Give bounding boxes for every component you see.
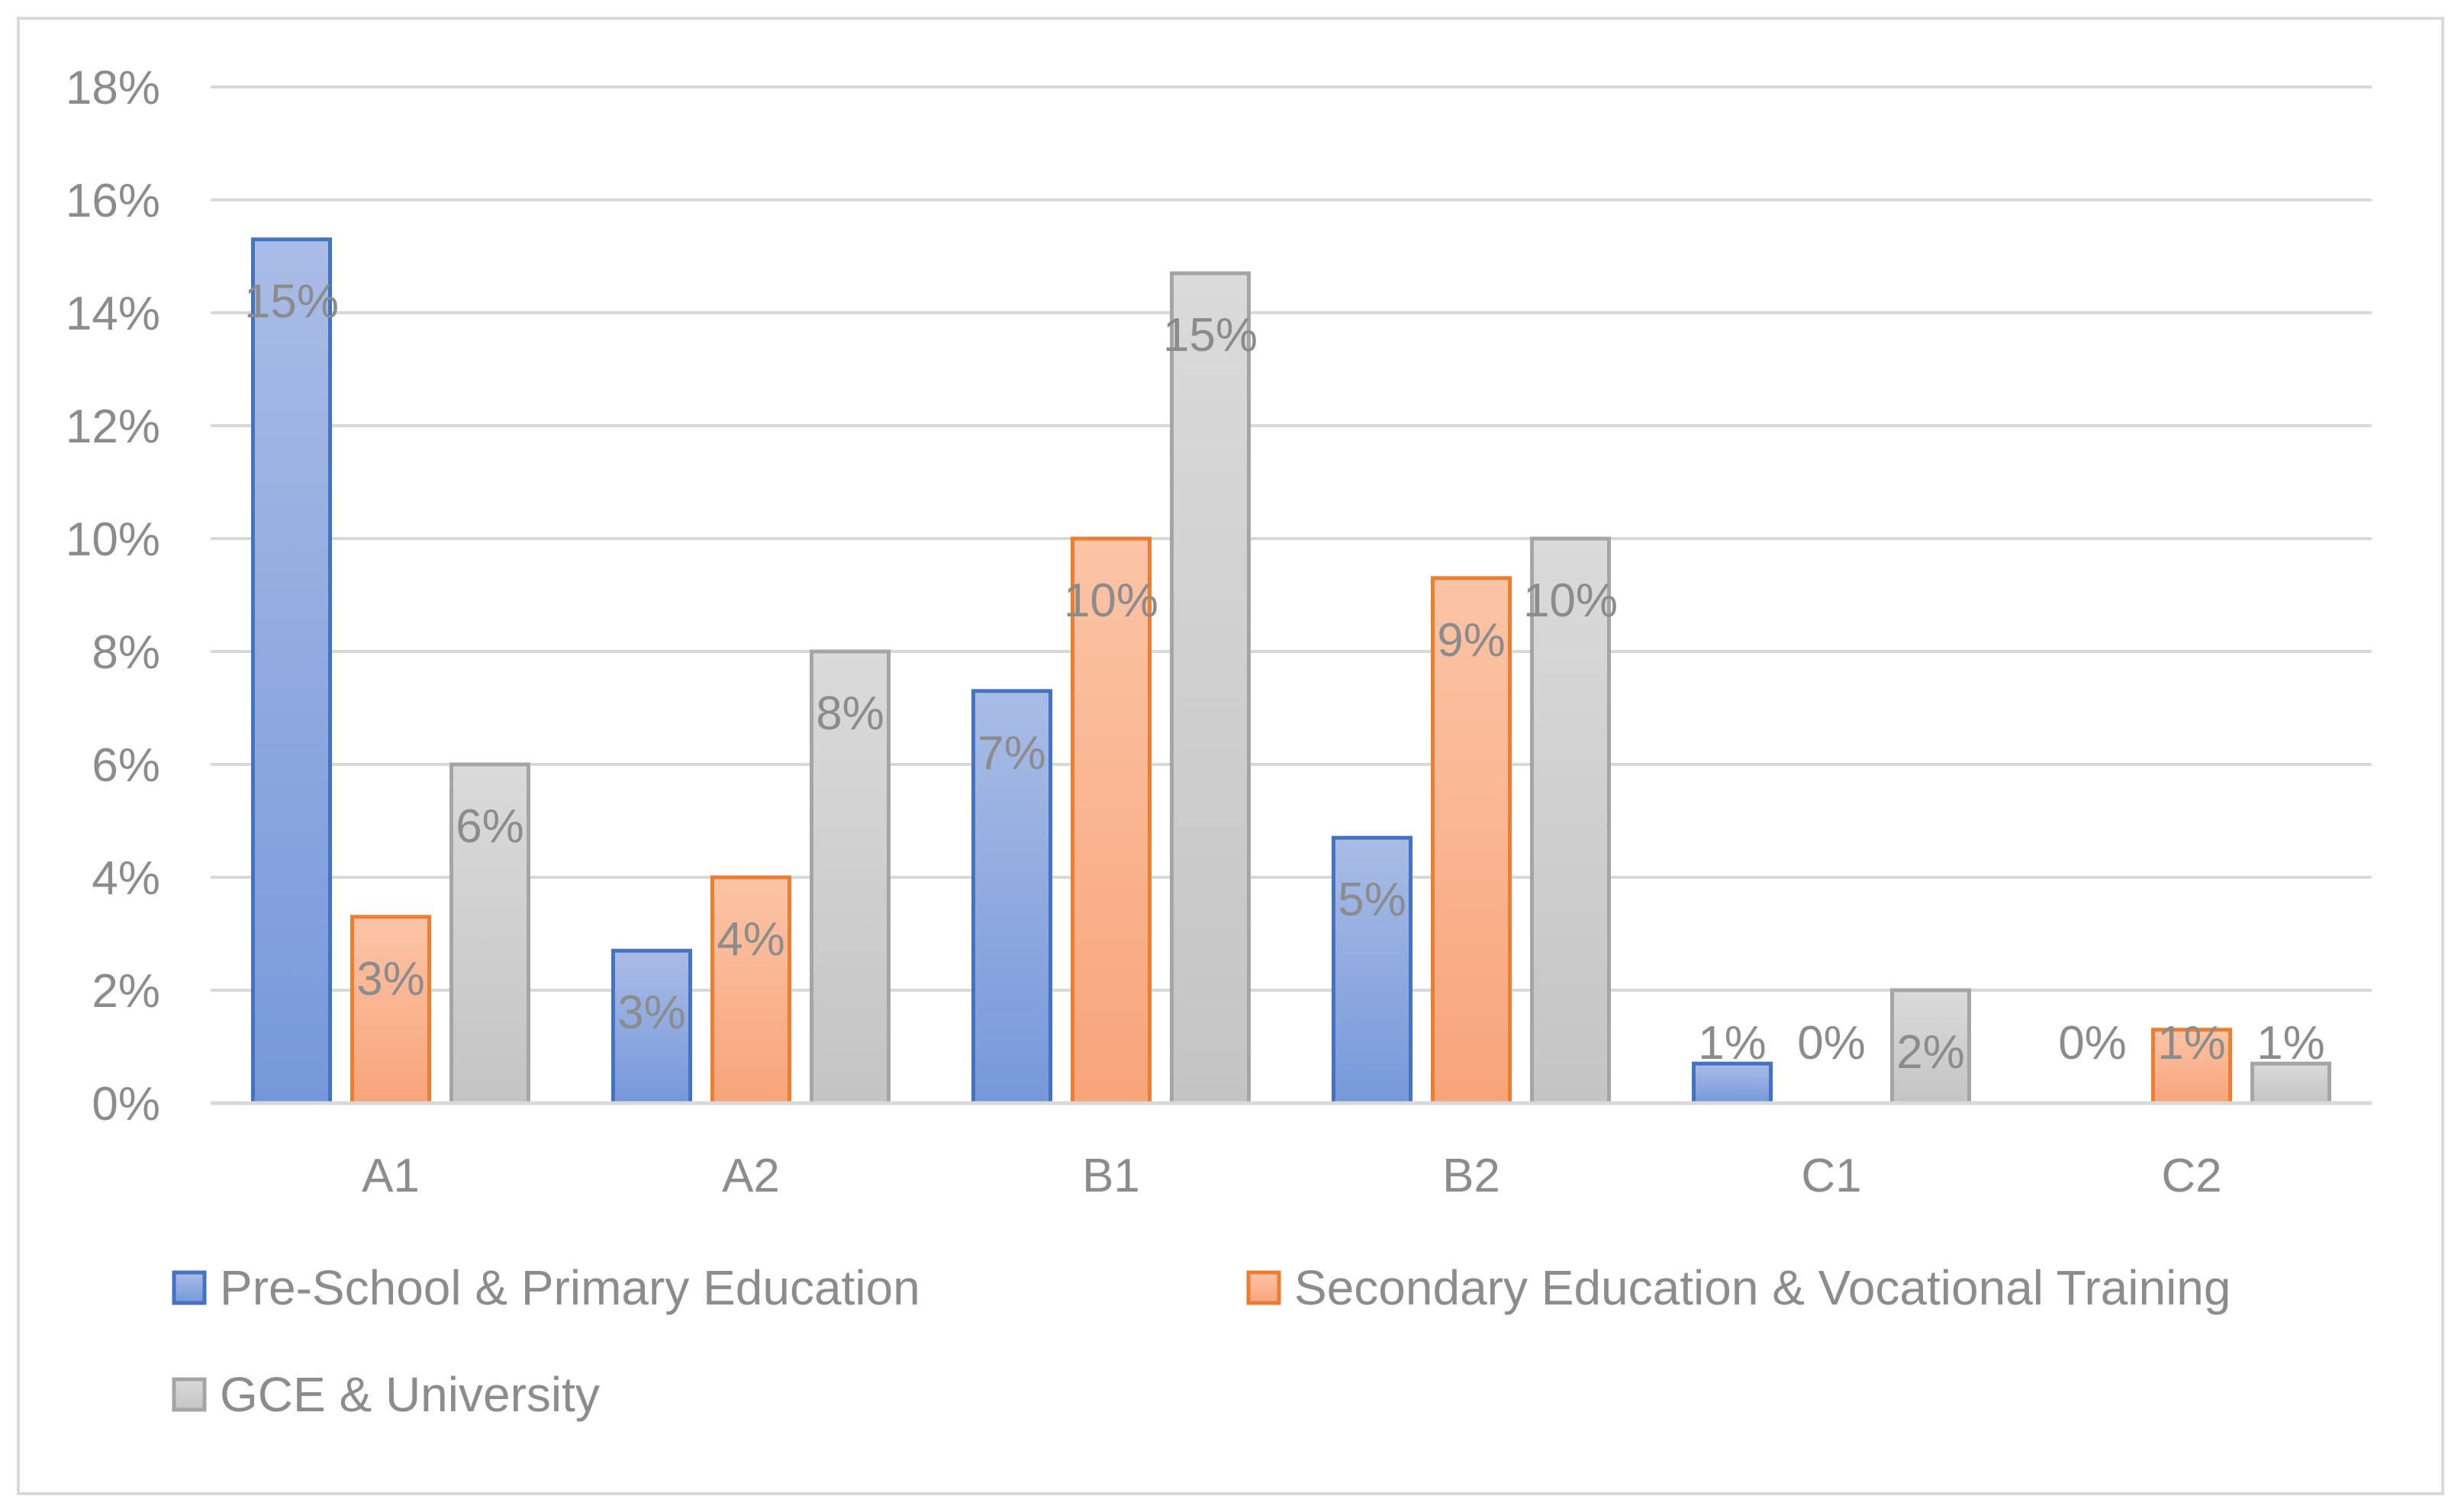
y-tick-label: 6% bbox=[92, 739, 160, 792]
legend-label: GCE & University bbox=[220, 1367, 600, 1422]
y-tick-label: 18% bbox=[66, 62, 160, 114]
bar-A2-series-2 bbox=[710, 875, 791, 1105]
data-label: 8% bbox=[816, 687, 884, 740]
x-tick-label: C2 bbox=[2161, 1150, 2221, 1202]
data-label: 5% bbox=[1338, 873, 1406, 926]
bar-B2-series-1 bbox=[1332, 835, 1412, 1105]
legend-item: GCE & University bbox=[172, 1367, 600, 1422]
x-tick-label: A1 bbox=[362, 1150, 420, 1202]
bar-C2-series-3 bbox=[2250, 1061, 2331, 1105]
data-label: 0% bbox=[1797, 1017, 1866, 1070]
bar-B1-series-3 bbox=[1170, 271, 1251, 1105]
bars bbox=[251, 237, 2331, 1105]
gridlines bbox=[211, 85, 2372, 992]
data-label: 1% bbox=[1698, 1017, 1767, 1070]
legend-swatch bbox=[1246, 1270, 1281, 1305]
data-label: 3% bbox=[356, 953, 425, 1005]
x-tick-label: B2 bbox=[1442, 1150, 1500, 1202]
data-label: 6% bbox=[456, 800, 524, 853]
y-tick-label: 2% bbox=[92, 965, 160, 1018]
legend-item: Secondary Education & Vocational Trainin… bbox=[1246, 1260, 2231, 1315]
legend-label: Secondary Education & Vocational Trainin… bbox=[1294, 1260, 2231, 1315]
x-tick-label: C1 bbox=[1801, 1150, 1861, 1202]
legend-swatch bbox=[172, 1377, 207, 1412]
y-tick-label: 8% bbox=[92, 626, 160, 679]
legend-label: Pre-School & Primary Education bbox=[220, 1260, 920, 1315]
bar-C1-series-3 bbox=[1890, 988, 1971, 1105]
y-tick-label: 14% bbox=[66, 288, 160, 340]
y-axis-ticks: 0% 2% 4% 6% 8% 10% 12% 14% 16% 18% bbox=[66, 62, 160, 1131]
data-label: 1% bbox=[2157, 1017, 2226, 1070]
data-label: 1% bbox=[2256, 1017, 2325, 1070]
data-label: 15% bbox=[1163, 309, 1258, 362]
y-tick-label: 12% bbox=[66, 401, 160, 453]
data-label: 10% bbox=[1064, 574, 1158, 627]
legend-item: Pre-School & Primary Education bbox=[172, 1260, 920, 1315]
bar-B2-series-3 bbox=[1530, 536, 1611, 1105]
bar-C2-series-2 bbox=[2151, 1028, 2232, 1105]
data-label: 10% bbox=[1523, 574, 1618, 627]
data-labels: 15% 3% 6% 3% 4% 8% 7% 10% 15% 5% 9% 10% 1% 0% 2% 0% 1% 1% bbox=[244, 275, 2325, 1079]
data-label: 9% bbox=[1437, 614, 1506, 667]
data-label: 4% bbox=[717, 913, 785, 966]
y-tick-label: 4% bbox=[92, 852, 160, 905]
legend-swatch bbox=[172, 1270, 207, 1305]
bar-A1-series-2 bbox=[350, 915, 431, 1105]
bar-B2-series-2 bbox=[1431, 576, 1512, 1105]
x-tick-label: B1 bbox=[1082, 1150, 1140, 1202]
y-tick-label: 10% bbox=[66, 513, 160, 566]
bar-A1-series-1 bbox=[251, 237, 332, 1105]
x-axis-ticks: A1 A2 B1 B2 C1 C2 bbox=[362, 1150, 2222, 1202]
x-tick-label: A2 bbox=[722, 1150, 780, 1202]
legend: Pre-School & Primary Education Secondary … bbox=[172, 1260, 2231, 1422]
y-tick-label: 0% bbox=[92, 1078, 160, 1131]
data-label: 0% bbox=[2058, 1017, 2127, 1070]
y-tick-label: 16% bbox=[66, 175, 160, 227]
data-label: 7% bbox=[978, 727, 1046, 780]
data-label: 2% bbox=[1896, 1026, 1965, 1079]
data-label: 3% bbox=[617, 986, 686, 1039]
data-label: 15% bbox=[244, 275, 339, 328]
